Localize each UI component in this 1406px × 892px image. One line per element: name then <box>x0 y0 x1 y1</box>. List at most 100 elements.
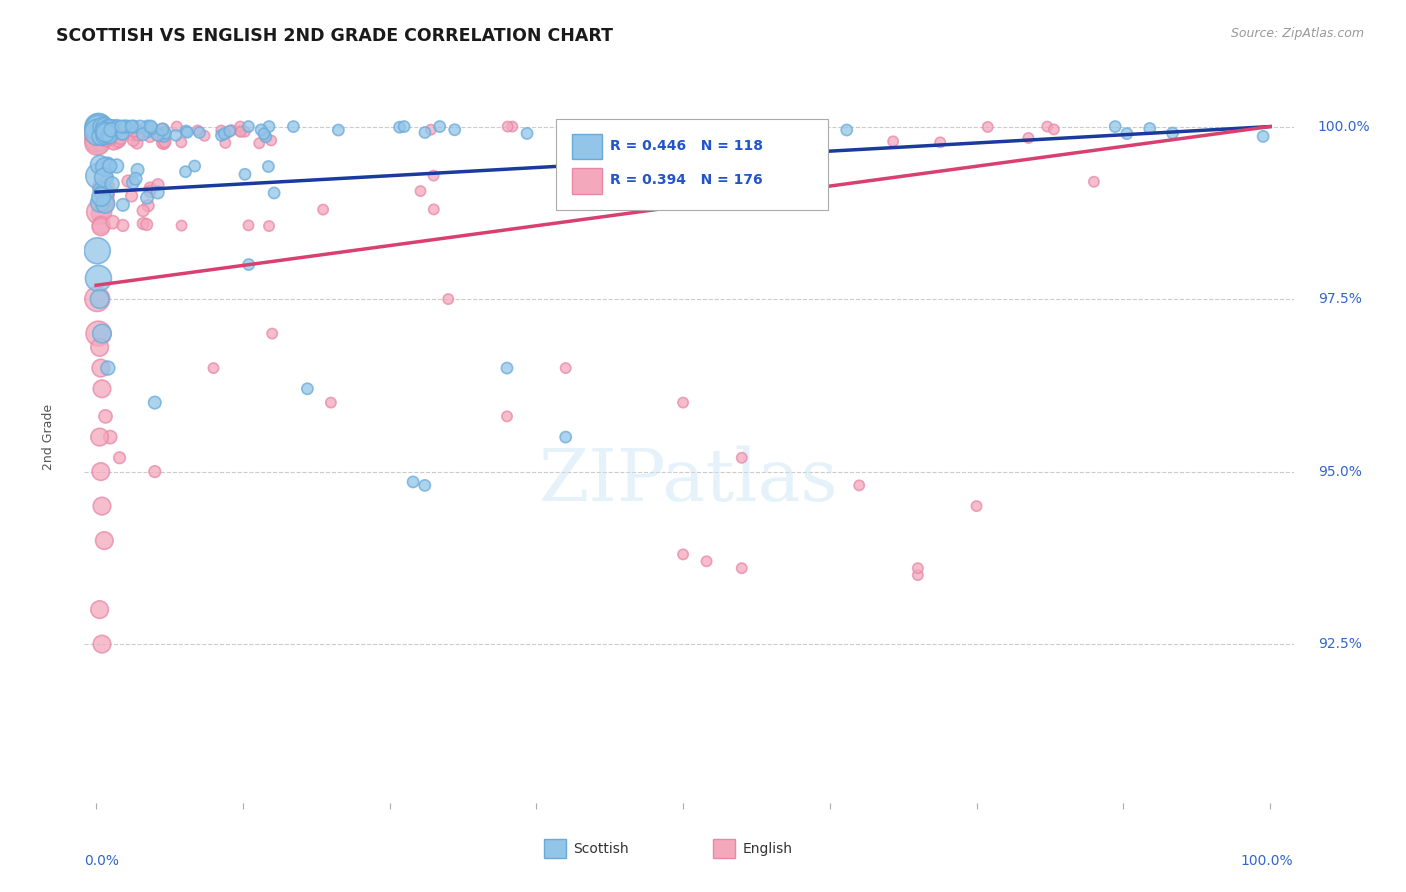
Point <box>122 120 145 134</box>
Text: 0.0%: 0.0% <box>84 854 120 868</box>
Point <box>672 548 695 562</box>
Point <box>90 219 112 234</box>
Point <box>1115 127 1137 141</box>
Point <box>86 129 108 144</box>
Point <box>90 129 112 144</box>
Point <box>218 124 240 138</box>
Point <box>1104 120 1126 134</box>
Point <box>89 135 111 149</box>
Point <box>108 121 131 136</box>
Point <box>139 120 162 134</box>
Point <box>94 123 117 137</box>
Point <box>103 126 125 140</box>
Point <box>101 122 124 136</box>
Point <box>254 129 277 144</box>
Point <box>143 395 166 409</box>
Point <box>780 130 803 145</box>
Text: 100.0%: 100.0% <box>1317 120 1371 134</box>
Point <box>101 215 124 229</box>
Point <box>91 637 114 651</box>
Point <box>90 190 112 204</box>
Point <box>437 292 460 306</box>
Point <box>747 124 769 138</box>
Point <box>262 326 284 341</box>
Point <box>496 120 519 134</box>
Point <box>128 127 150 141</box>
Point <box>257 219 280 233</box>
Point <box>136 199 159 213</box>
Point <box>679 135 702 149</box>
Point <box>132 217 155 231</box>
Point <box>110 131 132 145</box>
Point <box>89 195 111 210</box>
Point <box>101 122 124 136</box>
Point <box>257 160 280 174</box>
Point <box>202 361 225 376</box>
Point <box>122 133 145 147</box>
Point <box>174 124 197 138</box>
Point <box>209 123 232 137</box>
Point <box>312 202 335 217</box>
Point <box>94 125 117 139</box>
Point <box>751 120 773 134</box>
Point <box>94 195 117 210</box>
Point <box>125 136 148 150</box>
Point <box>247 136 270 151</box>
Point <box>94 126 117 140</box>
Point <box>166 120 188 134</box>
Point <box>149 127 172 141</box>
Point <box>91 184 114 198</box>
Point <box>233 167 256 181</box>
Point <box>132 128 155 142</box>
Point <box>1139 121 1161 136</box>
Point <box>422 169 444 183</box>
Point <box>101 126 124 140</box>
Point <box>91 120 114 134</box>
Point <box>634 136 657 151</box>
Point <box>254 129 277 144</box>
Point <box>409 184 432 198</box>
Point <box>221 123 243 137</box>
Point <box>749 136 772 151</box>
Point <box>233 125 256 139</box>
Point <box>107 125 129 139</box>
Text: 92.5%: 92.5% <box>1317 637 1361 651</box>
Point <box>110 120 132 134</box>
Point <box>135 218 157 232</box>
Point <box>103 136 125 151</box>
Point <box>150 122 173 136</box>
Point <box>413 478 436 492</box>
Point <box>696 554 718 568</box>
Point <box>104 121 127 136</box>
Point <box>882 134 904 148</box>
Point <box>153 128 176 143</box>
Point <box>121 189 143 203</box>
Point <box>636 133 658 147</box>
Point <box>97 179 120 194</box>
Point <box>117 174 139 188</box>
Point <box>93 124 115 138</box>
Point <box>283 120 305 134</box>
Bar <box>544 839 565 858</box>
Point <box>127 128 149 142</box>
Point <box>101 120 124 134</box>
Text: ZIPatlas: ZIPatlas <box>538 446 839 516</box>
Point <box>977 120 1000 134</box>
Point <box>86 292 108 306</box>
Point <box>148 128 170 143</box>
Point <box>214 127 236 141</box>
Point <box>136 191 159 205</box>
Point <box>89 602 111 616</box>
Point <box>89 120 111 134</box>
Point <box>89 120 111 135</box>
Point <box>93 170 115 185</box>
Point <box>770 126 793 140</box>
Point <box>152 122 174 136</box>
Point <box>86 244 108 258</box>
Point <box>731 450 754 465</box>
Text: Scottish: Scottish <box>572 842 628 856</box>
Point <box>193 128 215 143</box>
Point <box>100 126 122 140</box>
Point <box>501 120 523 134</box>
Point <box>91 326 114 341</box>
